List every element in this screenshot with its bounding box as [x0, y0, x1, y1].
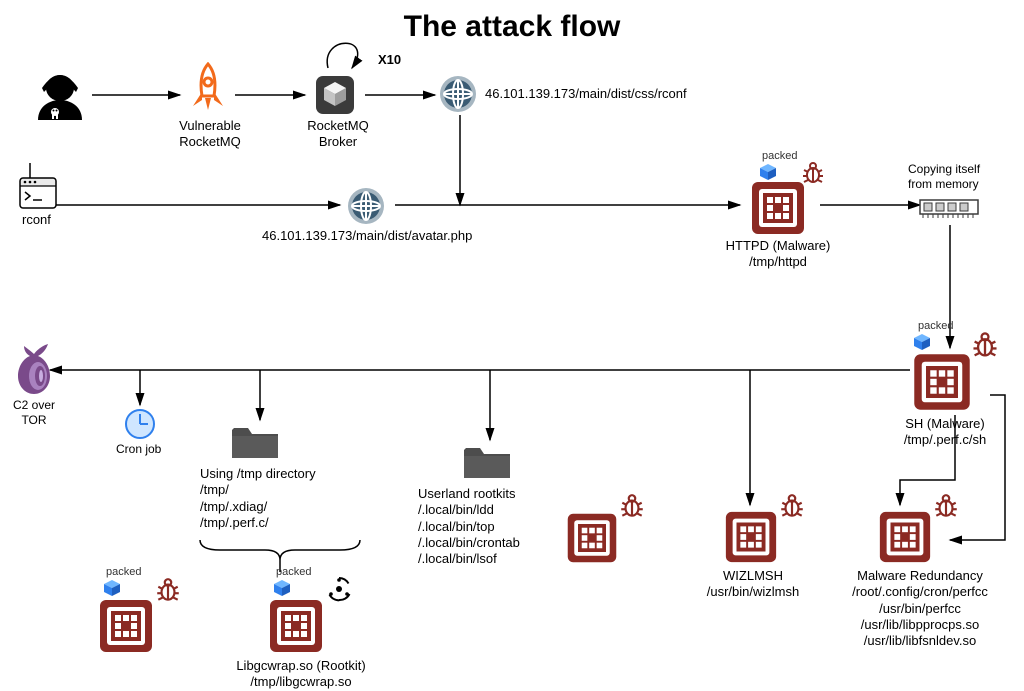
page-title: The attack flow — [0, 10, 1024, 44]
memory-label-top: Copying itself — [908, 162, 980, 176]
memory-label-bot: from memory — [908, 177, 979, 191]
lib-title: Libgcwrap.so (Rootkit) — [236, 658, 365, 673]
redundancy-l2: /usr/bin/perfcc — [879, 601, 961, 616]
left-malware-icon — [96, 596, 156, 656]
left-bug-icon — [154, 576, 182, 604]
sh-packed-cube — [912, 332, 932, 352]
tmp-l2: /tmp/.xdiag/ — [200, 499, 267, 514]
rootkits-l1: /.local/bin/ldd — [418, 502, 494, 517]
memory-icon — [918, 196, 980, 222]
globe2-icon — [346, 186, 386, 226]
httpd-path: /tmp/httpd — [749, 254, 807, 269]
httpd-packed-label: packed — [762, 150, 797, 162]
left-packed-cube — [102, 578, 122, 598]
broker-loop-label: X10 — [378, 52, 401, 68]
rocketmq-label: Vulnerable RocketMQ — [170, 118, 250, 151]
wizlmsh-label: WIZLMSH /usr/bin/wizlmsh — [698, 568, 808, 601]
cron-icon — [124, 408, 156, 440]
redundancy-l4: /usr/lib/libfsnldev.so — [864, 633, 976, 648]
wizlmsh-title: WIZLMSH — [723, 568, 783, 583]
tmp-l1: /tmp/ — [200, 482, 229, 497]
globe1-icon — [438, 74, 478, 114]
wizlmsh-bug-icon — [778, 492, 806, 520]
lib-packed-cube — [272, 578, 292, 598]
rootkits-malware-icon — [564, 510, 620, 566]
lib-path: /tmp/libgcwrap.so — [250, 674, 351, 689]
left-packed-label: packed — [106, 566, 141, 578]
memory-label: Copying itself from memory — [908, 162, 980, 192]
rootkits-title: Userland rootkits — [418, 486, 516, 501]
rootkits-l2: /.local/bin/top — [418, 519, 495, 534]
tmp-title: Using /tmp directory — [200, 466, 316, 481]
broker-label-bot: Broker — [319, 134, 357, 149]
rootkits-bug-icon — [618, 492, 646, 520]
cron-label: Cron job — [116, 442, 161, 457]
sh-label: SH (Malware) /tmp/.perf.c/sh — [890, 416, 1000, 449]
httpd-label: HTTPD (Malware) /tmp/httpd — [718, 238, 838, 271]
sh-packed-label: packed — [918, 320, 953, 332]
lib-label: Libgcwrap.so (Rootkit) /tmp/libgcwrap.so — [216, 658, 386, 691]
tor-icon — [12, 344, 56, 396]
sh-bug-icon — [970, 330, 1000, 360]
redundancy-l3: /usr/lib/libpprocps.so — [861, 617, 980, 632]
lib-packed-label: packed — [276, 566, 311, 578]
rootkits-l4: /.local/bin/lsof — [418, 551, 497, 566]
lib-radio-icon — [326, 576, 352, 602]
broker-label: RocketMQ Broker — [298, 118, 378, 151]
tmp-folder-icon — [228, 420, 282, 462]
rootkits-label: Userland rootkits /.local/bin/ldd /.loca… — [418, 486, 578, 567]
httpd-malware-icon — [748, 178, 808, 238]
sh-malware-icon — [910, 350, 974, 414]
hacker-icon — [32, 66, 88, 122]
wizlmsh-malware-icon — [722, 508, 780, 566]
redundancy-bug-icon — [932, 492, 960, 520]
tor-label-bot: TOR — [21, 413, 46, 427]
brace-tmp — [200, 540, 360, 560]
redundancy-label: Malware Redundancy /root/.config/cron/pe… — [832, 568, 1008, 649]
edge-rconf-globe2 — [30, 163, 340, 205]
globe2-label: 46.101.139.173/main/dist/avatar.php — [262, 228, 472, 244]
lib-malware-icon — [266, 596, 326, 656]
tmp-label: Using /tmp directory /tmp/ /tmp/.xdiag/ … — [200, 466, 370, 531]
redundancy-malware-icon — [876, 508, 934, 566]
tor-label-top: C2 over — [13, 398, 55, 412]
tmp-l3: /tmp/.perf.c/ — [200, 515, 269, 530]
broker-icon — [312, 72, 358, 118]
broker-label-top: RocketMQ — [307, 118, 368, 133]
globe1-label: 46.101.139.173/main/dist/css/rconf — [485, 86, 687, 102]
edge-broker-loop — [327, 43, 357, 68]
rocketmq-label-top: Vulnerable — [179, 118, 241, 133]
wizlmsh-path: /usr/bin/wizlmsh — [707, 584, 799, 599]
rconf-icon — [18, 176, 58, 210]
rocketmq-icon — [185, 62, 231, 114]
rootkits-folder-icon — [460, 440, 514, 482]
redundancy-title: Malware Redundancy — [857, 568, 983, 583]
httpd-title: HTTPD (Malware) — [726, 238, 831, 253]
rootkits-l3: /.local/bin/crontab — [418, 535, 520, 550]
redundancy-l1: /root/.config/cron/perfcc — [852, 584, 988, 599]
tor-label: C2 over TOR — [4, 398, 64, 428]
rconf-label: rconf — [22, 212, 51, 228]
sh-title: SH (Malware) — [905, 416, 984, 431]
rocketmq-label-bot: RocketMQ — [179, 134, 240, 149]
sh-path: /tmp/.perf.c/sh — [904, 432, 986, 447]
